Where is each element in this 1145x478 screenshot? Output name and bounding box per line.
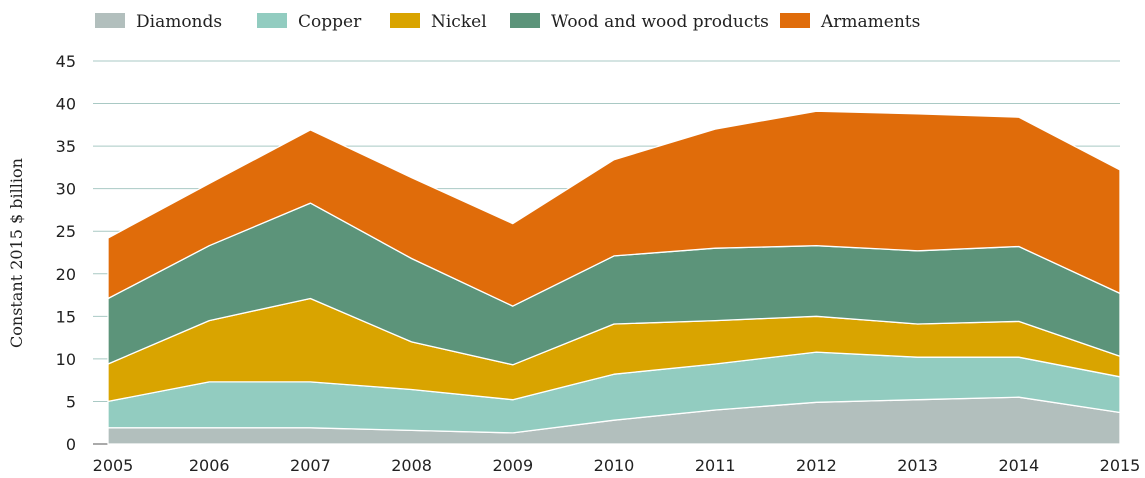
y-tick-label: 25 bbox=[56, 222, 76, 241]
x-tick-label: 2012 bbox=[796, 456, 837, 475]
chart-legend: Diamonds Copper Nickel Wood and wood produc… bbox=[95, 12, 920, 32]
legend-label: Armaments bbox=[820, 12, 920, 32]
legend-label: Diamonds bbox=[136, 12, 222, 32]
x-tick-label: 2007 bbox=[290, 456, 331, 475]
legend-item: Copper bbox=[257, 12, 362, 32]
y-tick-label: 5 bbox=[66, 392, 76, 411]
x-tick-label: 2008 bbox=[391, 456, 432, 475]
legend-item: Diamonds bbox=[95, 12, 222, 32]
legend-swatch bbox=[780, 13, 810, 28]
x-axis-ticks: 2005 2006 2007 2008 2009 2010 2011 2012 2013 2014… bbox=[93, 456, 1141, 475]
legend-swatch bbox=[390, 13, 420, 28]
y-tick-label: 0 bbox=[66, 435, 76, 454]
y-axis-label: Constant 2015 $ billion bbox=[7, 158, 26, 348]
x-tick-label: 2005 bbox=[93, 456, 134, 475]
chart-areas bbox=[107, 110, 1121, 445]
x-tick-label: 2011 bbox=[695, 456, 736, 475]
legend-label: Wood and wood products bbox=[551, 12, 769, 32]
area-series-armaments bbox=[107, 110, 1121, 307]
x-tick-label: 2010 bbox=[594, 456, 635, 475]
y-tick-label: 45 bbox=[56, 52, 76, 71]
legend-item: Armaments bbox=[780, 12, 920, 32]
y-tick-label: 35 bbox=[56, 137, 76, 156]
y-tick-label: 10 bbox=[56, 350, 76, 369]
x-tick-label: 2015 bbox=[1100, 456, 1141, 475]
y-tick-label: 20 bbox=[56, 265, 76, 284]
x-tick-label: 2006 bbox=[189, 456, 230, 475]
x-tick-label: 2013 bbox=[897, 456, 938, 475]
x-tick-label: 2009 bbox=[492, 456, 533, 475]
x-tick-label: 2014 bbox=[998, 456, 1039, 475]
legend-item: Nickel bbox=[390, 12, 487, 32]
y-tick-label: 40 bbox=[56, 95, 76, 114]
y-tick-label: 30 bbox=[56, 180, 76, 199]
legend-swatch bbox=[95, 13, 125, 28]
legend-swatch bbox=[257, 13, 287, 28]
y-axis-ticks: 0 5 10 15 20 25 30 35 40 45 bbox=[56, 52, 76, 454]
legend-label: Copper bbox=[298, 12, 362, 32]
legend-item: Wood and wood products bbox=[510, 12, 769, 32]
y-tick-label: 15 bbox=[56, 307, 76, 326]
legend-swatch bbox=[510, 13, 540, 28]
legend-label: Nickel bbox=[431, 12, 487, 32]
